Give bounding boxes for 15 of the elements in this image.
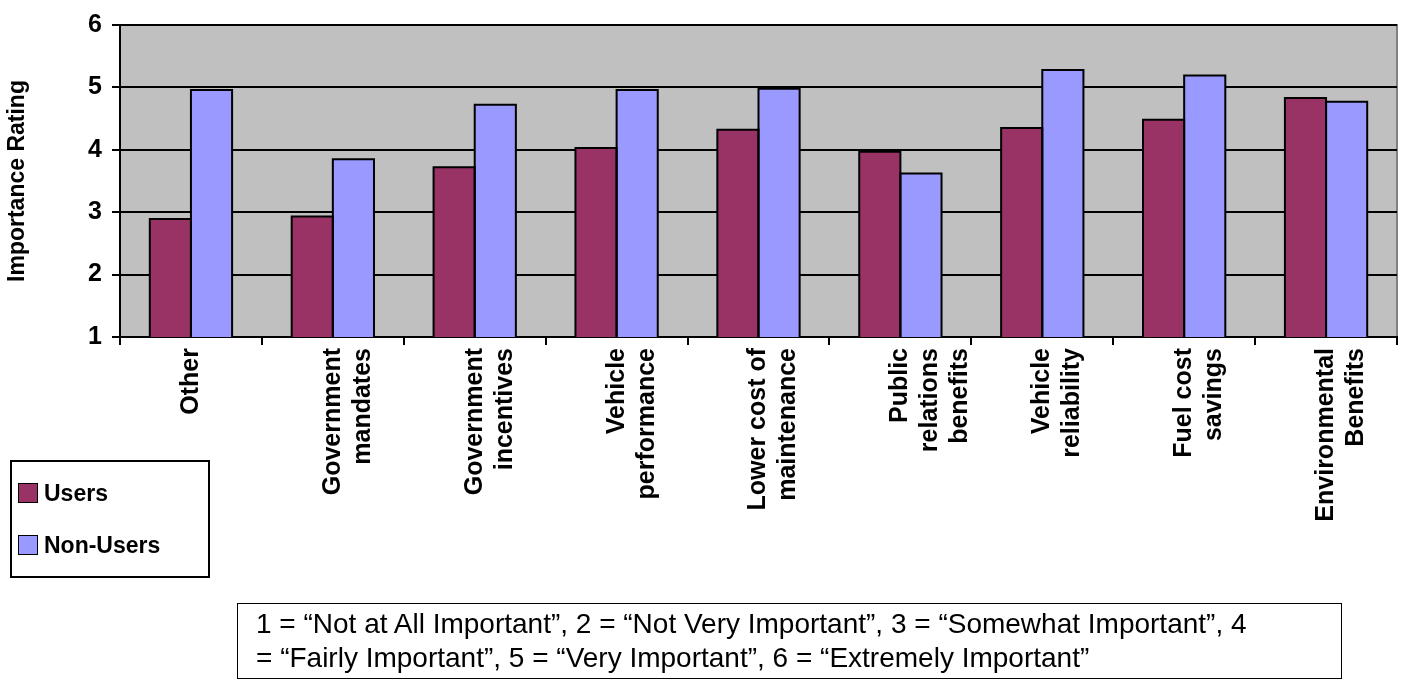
- x-tick-label: Government mandates: [316, 347, 375, 496]
- y-tick-label: 6: [88, 8, 102, 37]
- x-tick-label: Fuel cost savings: [1168, 347, 1227, 458]
- text: 1 = “Not at All Important”, 2 = “Not Very Important”, 3 = “Somewhat Important”, 4 = “Fairly Important”, 5 = “Very Important”, 6 = “Extremely Important”: [256, 607, 1248, 675]
- x-tick-label: Other: [174, 347, 203, 415]
- y-tick-label: 1: [88, 320, 103, 349]
- x-tick-label: Public relations benefits: [884, 347, 973, 453]
- y-tick-label: 2: [88, 258, 102, 287]
- legend-label: Non-Users: [44, 531, 161, 559]
- y-tick-label: 5: [88, 71, 103, 100]
- x-tick-label: Environmental Benefits: [1309, 348, 1368, 522]
- y-tick-label: 4: [88, 133, 103, 162]
- legend-label: Users: [44, 479, 108, 507]
- y-tick-label: 3: [88, 196, 102, 225]
- y-axis-title: Importance Rating: [3, 80, 30, 282]
